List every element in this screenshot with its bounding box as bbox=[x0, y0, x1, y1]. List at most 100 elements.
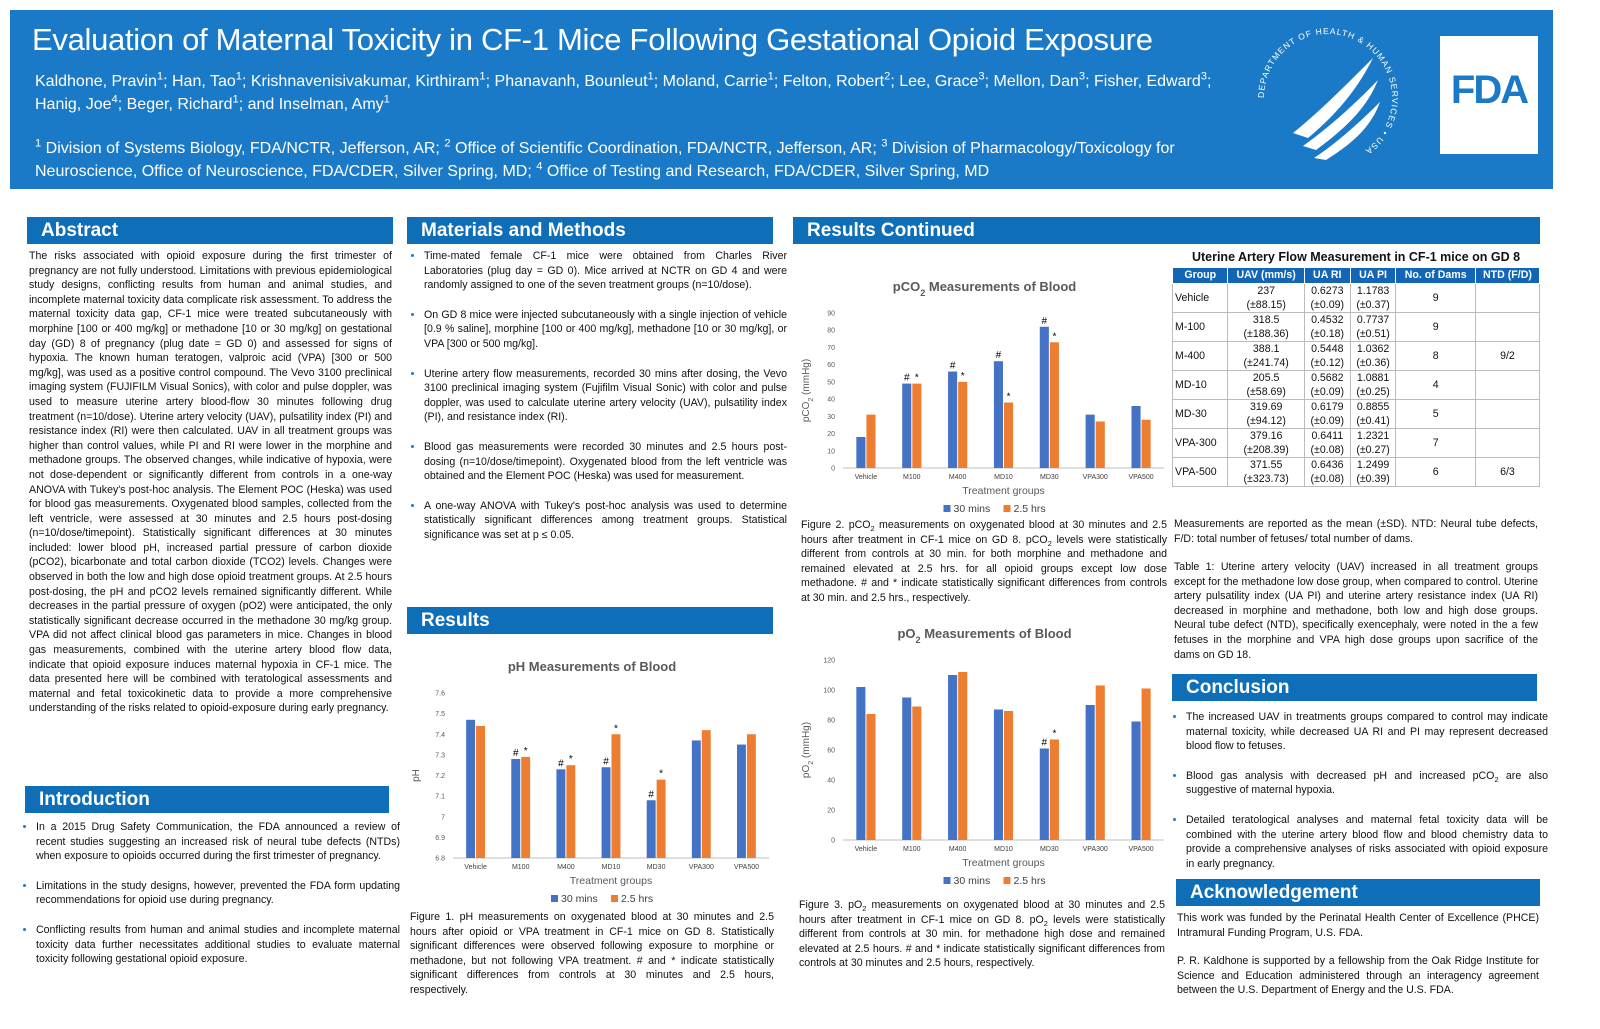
table-cell: 0.6436 (±0.08) bbox=[1303, 457, 1351, 487]
table-cell: 1.0362 (±0.36) bbox=[1349, 341, 1397, 371]
table-cell: M-400 bbox=[1171, 341, 1229, 371]
flow-table: Group UAV (mm/s) UA RI UA PI No. of Dams NTD … bbox=[1171, 267, 1541, 487]
table-cell bbox=[1474, 312, 1541, 342]
cell-line: (±323.73) bbox=[1243, 473, 1289, 485]
cell-line: 1.0881 bbox=[1356, 372, 1390, 384]
text-run: pO bbox=[801, 765, 812, 779]
bar bbox=[611, 734, 621, 858]
text-run: Division of Pharmacology/Toxicology for … bbox=[35, 140, 1175, 180]
legend-label: 30 mins bbox=[954, 875, 991, 887]
cell-line: (±0.36) bbox=[1356, 357, 1390, 369]
legend-label: 2.5 hrs bbox=[1014, 875, 1046, 887]
table-cell: 1.2321 (±0.27) bbox=[1349, 428, 1397, 458]
table-cell: 0.6179 (±0.09) bbox=[1303, 399, 1351, 429]
column-header: Group bbox=[1171, 267, 1229, 284]
bullet-item: Blood gas measurements were recorded 30 … bbox=[424, 440, 787, 484]
significance-mark: * bbox=[1007, 392, 1011, 403]
significance-mark: * bbox=[1052, 331, 1056, 342]
bar bbox=[476, 726, 486, 858]
y-tick-label: 7.2 bbox=[435, 773, 445, 780]
significance-mark: # bbox=[904, 373, 910, 384]
cell-line: (±0.37) bbox=[1356, 299, 1390, 311]
table-cell: 318.5 (±188.36) bbox=[1227, 312, 1305, 342]
cell-line: 1.1783 bbox=[1356, 285, 1390, 297]
cell-line: (±58.69) bbox=[1246, 386, 1286, 398]
y-tick-label: 40 bbox=[827, 397, 835, 404]
table-cell: 4 bbox=[1395, 370, 1476, 400]
x-tick-label: MD30 bbox=[1040, 474, 1059, 481]
cell-line: (±0.08) bbox=[1310, 473, 1345, 485]
text-run: pCO bbox=[893, 279, 920, 294]
column-header: No. of Dams bbox=[1395, 267, 1476, 284]
y-tick-label: 70 bbox=[827, 345, 835, 352]
table-cell bbox=[1474, 399, 1541, 429]
significance-mark: # bbox=[1042, 738, 1048, 749]
significance-mark: # bbox=[558, 758, 564, 769]
cell-line: 0.5448 bbox=[1311, 343, 1344, 355]
y-tick-label: 40 bbox=[827, 778, 835, 785]
legend-label: 30 mins bbox=[561, 893, 598, 905]
y-axis-label: pH bbox=[411, 769, 422, 782]
cell-line: 0.6179 bbox=[1311, 401, 1344, 413]
text-run: ; Phanavanh, Bounleut bbox=[485, 73, 648, 90]
eagle-shape bbox=[1293, 58, 1373, 138]
script-text: 1 bbox=[232, 93, 239, 106]
y-tick-label: 80 bbox=[827, 328, 835, 335]
cell-line: 0.6273 bbox=[1311, 285, 1344, 297]
abstract-text: The risks associated with opioid exposur… bbox=[29, 250, 392, 715]
text-run: Figure 3. pO bbox=[799, 899, 863, 911]
text-run: ; Krishnavenisivakumar, Kirthiram bbox=[241, 73, 480, 90]
hhs-seal: DEPARTMENT OF HEALTH & HUMAN SERVICES • … bbox=[1256, 26, 1399, 160]
cell-line: 379.16 bbox=[1249, 430, 1283, 442]
table-cell: MD-30 bbox=[1171, 399, 1229, 429]
cell-line: (±0.12) bbox=[1310, 357, 1345, 369]
table-cell: 9 bbox=[1395, 312, 1476, 342]
y-tick-label: 7.1 bbox=[435, 794, 445, 801]
cell-line: (±0.09) bbox=[1310, 299, 1345, 311]
x-tick-label: M100 bbox=[903, 846, 921, 853]
y-tick-label: 20 bbox=[827, 431, 835, 438]
script-text: 2 bbox=[916, 635, 921, 645]
text-run: Blood gas analysis with decreased pH and… bbox=[1186, 769, 1495, 782]
y-tick-label: 120 bbox=[823, 658, 835, 665]
bar bbox=[902, 383, 912, 468]
script-text: 1 bbox=[383, 93, 390, 106]
table-row: Vehicle 237 (±88.15) 0.6273 (±0.09) 1.1783 (±0… bbox=[1171, 283, 1541, 313]
table-row: MD-10 205.5 (±58.69) 0.5682 (±0.09) 1.0881 (±0… bbox=[1171, 370, 1541, 400]
column-header: UA RI bbox=[1303, 267, 1351, 284]
y-axis-label: pO2 (mmHg) bbox=[801, 722, 815, 778]
cell-line: (±0.51) bbox=[1356, 328, 1390, 340]
table-cell: 0.6273 (±0.09) bbox=[1303, 283, 1351, 313]
section-heading: Acknowledgement bbox=[1176, 879, 1540, 906]
x-tick-label: VPA300 bbox=[1083, 474, 1108, 481]
bar bbox=[691, 740, 701, 858]
text-run: measurements on oxygenated blood at 30 m… bbox=[801, 519, 1167, 546]
cell-line: 1.2499 bbox=[1356, 459, 1390, 471]
eagle-shape bbox=[1303, 80, 1378, 150]
text-run: ; Beger, Richard bbox=[117, 96, 233, 113]
table-cell bbox=[1474, 370, 1541, 400]
x-tick-label: MD10 bbox=[602, 864, 621, 871]
cell-line: (±0.08) bbox=[1310, 444, 1345, 456]
table-row: M-400 388.1 (±241.74) 0.5448 (±0.12) 1.0362 (±… bbox=[1171, 341, 1541, 371]
table-cell bbox=[1474, 428, 1541, 458]
text-run: Figure 2. pCO bbox=[801, 519, 871, 531]
poster-title: Evaluation of Maternal Toxicity in CF-1 … bbox=[32, 22, 1153, 57]
significance-mark: * bbox=[569, 754, 573, 765]
table-note: Measurements are reported as the mean (±… bbox=[1174, 518, 1538, 545]
cell-line: (±208.39) bbox=[1243, 444, 1289, 456]
y-tick-label: 7.4 bbox=[435, 732, 445, 739]
table-cell: 0.6411 (±0.08) bbox=[1303, 428, 1351, 458]
text-run: ; Lee, Grace bbox=[890, 73, 979, 90]
table-cell: VPA-300 bbox=[1171, 428, 1229, 458]
text-run: levels were statistically different from… bbox=[801, 533, 1168, 604]
bar bbox=[912, 706, 922, 840]
bar bbox=[1085, 414, 1095, 468]
x-tick-label: M400 bbox=[557, 864, 575, 871]
bar bbox=[566, 765, 576, 858]
bar bbox=[646, 800, 656, 858]
text-run: ; Felton, Robert bbox=[773, 73, 885, 90]
table-cell: 5 bbox=[1395, 399, 1476, 429]
bar bbox=[958, 381, 968, 468]
legend-swatch bbox=[943, 877, 951, 884]
